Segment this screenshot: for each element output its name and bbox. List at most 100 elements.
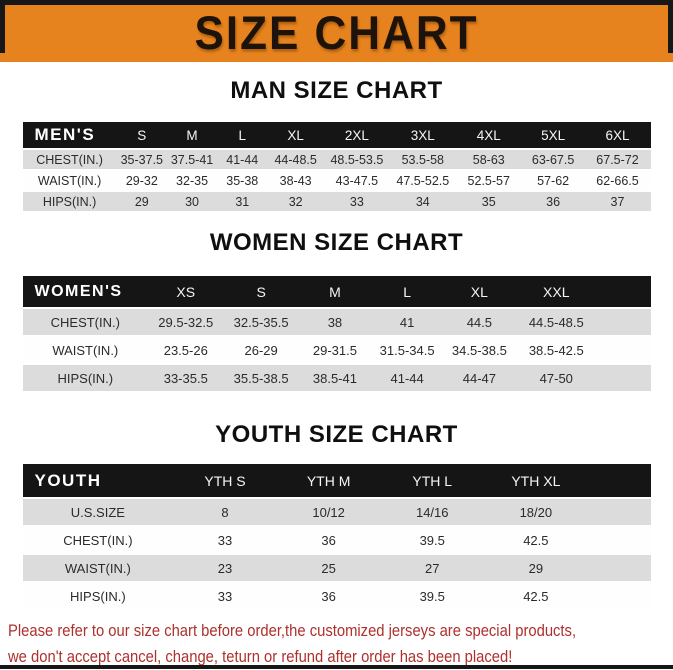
size-column-header: YTH S: [173, 464, 277, 497]
size-column-header: YTH L: [380, 464, 485, 497]
size-value: 31: [217, 192, 268, 211]
table-label-header: WOMEN'S: [22, 276, 149, 307]
size-value: 38: [298, 309, 372, 335]
size-column-header: YTH M: [276, 464, 381, 497]
top-black-bar: [0, 0, 673, 5]
size-value: 27: [380, 555, 485, 581]
size-value: 36: [276, 583, 381, 609]
size-column-header: XL: [267, 122, 324, 148]
size-column-header: S: [223, 276, 299, 307]
size-value: 8: [173, 499, 277, 525]
header-filler-cell: [597, 276, 651, 307]
row-filler-cell: [587, 583, 651, 609]
footer-note: Please refer to our size chart before or…: [8, 618, 673, 670]
size-value: 37.5-41: [166, 150, 218, 169]
size-value: 44-47: [443, 365, 516, 391]
size-value: 67.5-72: [584, 150, 651, 169]
row-label: WAIST(IN.): [22, 171, 117, 190]
row-label: HIPS(IN.): [22, 583, 174, 609]
size-value: 35-37.5: [116, 150, 167, 169]
row-label: WAIST(IN.): [22, 555, 174, 581]
size-value: 29-32: [116, 171, 167, 190]
size-value: 32.5-35.5: [223, 309, 299, 335]
size-value: 42.5: [484, 527, 588, 553]
size-column-header: YTH XL: [484, 464, 588, 497]
size-value: 29: [484, 555, 588, 581]
size-value: 38.5-41: [298, 365, 372, 391]
man-size-table: MEN'S S M L XL 2XL 3XL 4XL 5XL 6XL CHEST(IN.) 35-3…: [22, 120, 651, 213]
youth-size-table: YOUTH YTH S YTH M YTH L YTH XL U.S.SIZE 8 10/1…: [22, 462, 651, 611]
size-value: 43-47.5: [323, 171, 390, 190]
header: SIZE CHART: [0, 0, 673, 62]
size-value: 25: [276, 555, 381, 581]
section-title-youth: YOUTH SIZE CHART: [215, 421, 458, 448]
size-column-header: 4XL: [455, 122, 522, 148]
row-label: U.S.SIZE: [22, 499, 174, 525]
row-filler-cell: [587, 499, 651, 525]
size-value: 23: [173, 555, 277, 581]
row-label: CHEST(IN.): [22, 150, 117, 169]
table-row: HIPS(IN.) 29 30 31 32 33 34 35 36 37: [22, 192, 651, 211]
size-column-header: XXL: [515, 276, 598, 307]
section-title-women: WOMEN SIZE CHART: [209, 229, 464, 256]
footer-line-1: Please refer to our size chart before or…: [8, 621, 577, 640]
size-value: 47.5-52.5: [389, 171, 456, 190]
size-column-header: L: [371, 276, 444, 307]
size-value: 35-38: [217, 171, 268, 190]
size-value: 29-31.5: [298, 337, 372, 363]
size-value: 26-29: [223, 337, 299, 363]
size-value: 63-67.5: [521, 150, 585, 169]
table-label-header: YOUTH: [22, 464, 174, 497]
size-value: 18/20: [484, 499, 588, 525]
table-header-row: MEN'S S M L XL 2XL 3XL 4XL 5XL 6XL: [22, 122, 651, 148]
size-value: 41-44: [371, 365, 444, 391]
size-column-header: XL: [443, 276, 516, 307]
size-value: 29.5-32.5: [148, 309, 224, 335]
size-value: 10/12: [276, 499, 381, 525]
size-value: 41: [371, 309, 444, 335]
size-value: 38-43: [267, 171, 324, 190]
header-filler-cell: [587, 464, 651, 497]
row-label: HIPS(IN.): [22, 365, 149, 391]
row-filler-cell: [587, 527, 651, 553]
size-value: 35: [455, 192, 522, 211]
size-column-header: L: [217, 122, 268, 148]
table-row: U.S.SIZE 8 10/12 14/16 18/20: [22, 499, 651, 525]
table-row: WAIST(IN.) 29-32 32-35 35-38 38-43 43-47.5 47.…: [22, 171, 651, 190]
table-row: WAIST(IN.) 23.5-26 26-29 29-31.5 31.5-34.5 34…: [22, 337, 651, 363]
page-title: SIZE CHART: [194, 6, 479, 60]
row-filler-cell: [597, 337, 651, 363]
size-column-header: M: [298, 276, 372, 307]
top-right-black-corner: [668, 0, 673, 53]
row-label: HIPS(IN.): [22, 192, 117, 211]
size-column-header: 6XL: [584, 122, 651, 148]
size-value: 38.5-42.5: [515, 337, 598, 363]
size-value: 58-63: [455, 150, 522, 169]
table-row: HIPS(IN.) 33-35.5 35.5-38.5 38.5-41 41-44 44-…: [22, 365, 651, 391]
size-value: 48.5-53.5: [323, 150, 390, 169]
size-value: 31.5-34.5: [371, 337, 444, 363]
size-value: 34.5-38.5: [443, 337, 516, 363]
size-value: 62-66.5: [584, 171, 651, 190]
size-value: 32-35: [166, 171, 218, 190]
size-value: 23.5-26: [148, 337, 224, 363]
size-value: 35.5-38.5: [223, 365, 299, 391]
banner: SIZE CHART: [0, 5, 673, 62]
size-column-header: 2XL: [323, 122, 390, 148]
size-value: 36: [521, 192, 585, 211]
size-column-header: XS: [148, 276, 224, 307]
top-left-black-corner: [0, 0, 5, 53]
bottom-black-bar: [0, 665, 673, 669]
size-value: 29: [116, 192, 167, 211]
table-row: CHEST(IN.) 29.5-32.5 32.5-35.5 38 41 44.5 44.5…: [22, 309, 651, 335]
row-label: CHEST(IN.): [22, 527, 174, 553]
size-value: 34: [389, 192, 456, 211]
size-value: 44-48.5: [267, 150, 324, 169]
row-filler-cell: [597, 309, 651, 335]
women-size-table: WOMEN'S XS S M L XL XXL CHEST(IN.) 29.5-32.5 32.…: [22, 274, 651, 393]
size-value: 33-35.5: [148, 365, 224, 391]
size-value: 52.5-57: [455, 171, 522, 190]
size-column-header: S: [116, 122, 167, 148]
row-label: CHEST(IN.): [22, 309, 149, 335]
size-value: 33: [173, 527, 277, 553]
